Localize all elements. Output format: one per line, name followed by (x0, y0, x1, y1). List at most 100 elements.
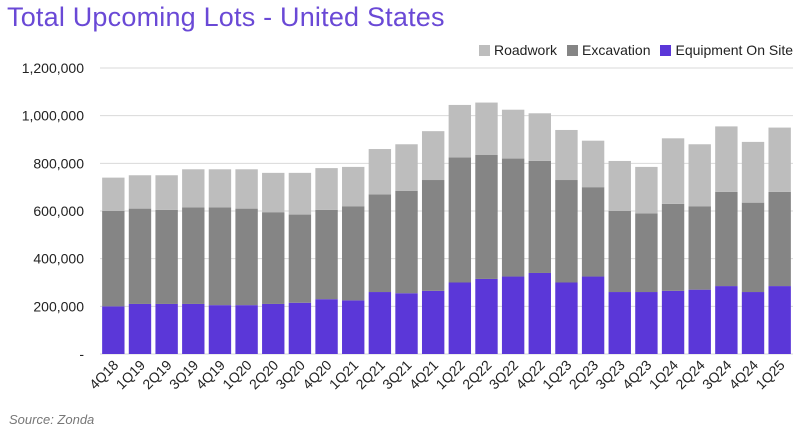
x-tick-label: 4Q24 (726, 357, 762, 393)
x-tick-label: 4Q22 (512, 357, 548, 393)
legend-swatch-roadwork (478, 44, 490, 56)
x-tick-label: 3Q21 (379, 357, 415, 393)
bar-equipment-on-site (395, 293, 418, 354)
x-tick-label: 4Q23 (619, 357, 655, 393)
x-tick-label: 3Q23 (592, 357, 628, 393)
x-tick-label: 2Q19 (139, 357, 175, 393)
bar-roadwork (342, 166, 365, 207)
bar-roadwork (102, 177, 125, 211)
bar-equipment-on-site (155, 303, 178, 354)
bar-excavation (475, 154, 498, 279)
bar-roadwork (608, 160, 631, 211)
bar-excavation (421, 180, 445, 291)
bar-excavation (235, 208, 258, 306)
bar-roadwork (635, 166, 658, 214)
bar-equipment-on-site (715, 286, 738, 354)
bar-equipment-on-site (688, 289, 711, 354)
bar-equipment-on-site (208, 305, 232, 354)
bar-excavation (501, 158, 525, 277)
x-tick-label: 2Q22 (459, 357, 495, 393)
bar-roadwork (182, 169, 205, 208)
x-tick-label: 1Q21 (326, 357, 362, 393)
bar-roadwork (715, 126, 738, 192)
bar-excavation (555, 180, 578, 283)
bar-roadwork (661, 138, 685, 204)
x-tick-label: 2Q21 (352, 357, 388, 393)
x-tick-label: 1Q20 (219, 357, 255, 393)
bar-equipment-on-site (741, 292, 765, 354)
x-tick-label: 1Q19 (113, 357, 149, 393)
y-tick-label: 1,000,000 (22, 108, 84, 124)
bar-excavation (262, 212, 285, 304)
bar-excavation (208, 207, 232, 306)
bar-roadwork (688, 144, 711, 207)
bar-equipment-on-site (555, 282, 578, 354)
bar-equipment-on-site (102, 306, 125, 354)
bar-roadwork (448, 104, 472, 158)
bar-equipment-on-site (768, 286, 791, 354)
bar-excavation (342, 206, 365, 301)
bar-roadwork (555, 129, 578, 181)
x-tick-label: 4Q19 (193, 357, 229, 393)
bar-equipment-on-site (421, 290, 445, 354)
y-tick-label: - (79, 346, 84, 362)
bar-equipment-on-site (528, 272, 551, 354)
legend-swatch-equipment (660, 44, 672, 56)
bar-equipment-on-site (608, 292, 631, 354)
bar-excavation (368, 194, 392, 293)
legend-item-excavation: Excavation (567, 42, 650, 58)
legend-label-roadwork: Roadwork (493, 42, 557, 58)
chart-title: Total Upcoming Lots - United States (7, 2, 445, 32)
bar-equipment-on-site (475, 278, 498, 354)
bar-excavation (608, 211, 631, 293)
bar-roadwork (768, 127, 791, 192)
legend-swatch-excavation (567, 44, 578, 56)
y-tick-label: 200,000 (33, 298, 84, 314)
bar-equipment-on-site (635, 292, 658, 354)
bar-roadwork (501, 109, 525, 159)
bar-excavation (182, 207, 205, 304)
bar-excavation (528, 160, 551, 273)
x-tick-label: 4Q21 (406, 357, 442, 393)
bar-equipment-on-site (661, 290, 685, 354)
source-note: Source: Zonda (9, 412, 95, 427)
bar-excavation (661, 203, 685, 291)
legend-item-equipment: Equipment On Site (660, 42, 793, 58)
x-tick-label: 1Q22 (432, 357, 468, 393)
bar-roadwork (368, 149, 392, 195)
bar-excavation (395, 190, 418, 294)
y-tick-label: 600,000 (33, 203, 84, 219)
x-tick-label: 3Q19 (166, 357, 202, 393)
bar-equipment-on-site (182, 303, 205, 354)
bar-excavation (315, 209, 338, 300)
bar-equipment-on-site (501, 276, 525, 354)
bar-excavation (741, 202, 765, 293)
legend-label-excavation: Excavation (582, 42, 651, 58)
legend-label-equipment: Equipment On Site (675, 42, 793, 58)
bar-excavation (102, 211, 125, 307)
bar-excavation (635, 213, 658, 293)
bar-roadwork (288, 172, 312, 215)
bar-roadwork (741, 141, 765, 203)
bar-roadwork (315, 168, 338, 210)
x-tick-label: 3Q20 (272, 357, 308, 393)
bar-roadwork (208, 169, 232, 208)
y-tick-label: 400,000 (33, 251, 84, 267)
y-tick-label: 800,000 (33, 155, 84, 171)
bar-roadwork (475, 102, 498, 155)
x-tick-label: 1Q25 (752, 357, 788, 393)
bar-excavation (581, 187, 605, 277)
x-tick-label: 2Q23 (566, 357, 602, 393)
bar-equipment-on-site (128, 303, 152, 354)
bar-roadwork (262, 172, 285, 213)
bar-roadwork (128, 175, 152, 209)
chart-legend: Roadwork Excavation Equipment On Site (469, 42, 793, 58)
bar-excavation (768, 191, 791, 287)
bar-equipment-on-site (342, 300, 365, 354)
y-tick-label: 1,200,000 (22, 60, 84, 76)
x-tick-label: 2Q20 (246, 357, 282, 393)
bar-equipment-on-site (235, 305, 258, 354)
x-tick-label: 4Q20 (299, 357, 335, 393)
x-tick-label: 3Q24 (699, 357, 735, 393)
